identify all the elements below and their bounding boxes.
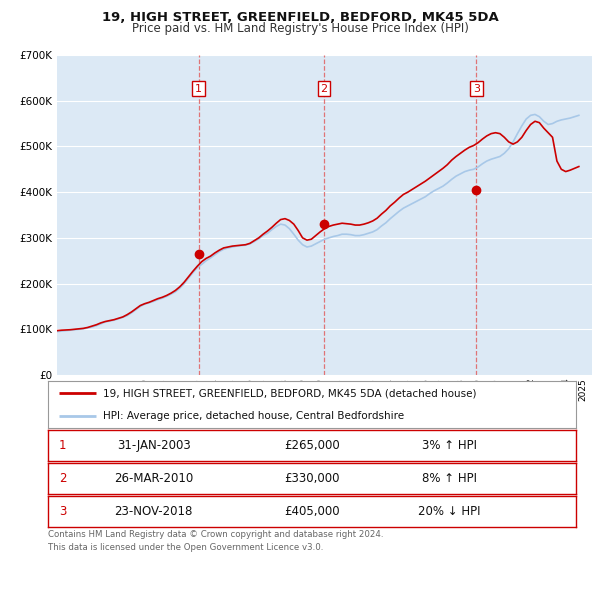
Text: Contains HM Land Registry data © Crown copyright and database right 2024.: Contains HM Land Registry data © Crown c… — [48, 530, 383, 539]
Text: 3: 3 — [473, 84, 480, 94]
Text: £265,000: £265,000 — [284, 439, 340, 452]
Text: 1: 1 — [195, 84, 202, 94]
Text: 2: 2 — [320, 84, 328, 94]
Text: 19, HIGH STREET, GREENFIELD, BEDFORD, MK45 5DA: 19, HIGH STREET, GREENFIELD, BEDFORD, MK… — [101, 11, 499, 24]
Text: £405,000: £405,000 — [284, 505, 340, 518]
Text: HPI: Average price, detached house, Central Bedfordshire: HPI: Average price, detached house, Cent… — [103, 411, 404, 421]
Text: Price paid vs. HM Land Registry's House Price Index (HPI): Price paid vs. HM Land Registry's House … — [131, 22, 469, 35]
Text: This data is licensed under the Open Government Licence v3.0.: This data is licensed under the Open Gov… — [48, 543, 323, 552]
Text: £330,000: £330,000 — [284, 472, 340, 485]
Text: 31-JAN-2003: 31-JAN-2003 — [117, 439, 190, 452]
Text: 3% ↑ HPI: 3% ↑ HPI — [422, 439, 477, 452]
Text: 23-NOV-2018: 23-NOV-2018 — [115, 505, 193, 518]
Text: 26-MAR-2010: 26-MAR-2010 — [114, 472, 193, 485]
Text: 8% ↑ HPI: 8% ↑ HPI — [422, 472, 477, 485]
Text: 2: 2 — [59, 472, 67, 485]
Text: 1: 1 — [59, 439, 67, 452]
Text: 20% ↓ HPI: 20% ↓ HPI — [418, 505, 481, 518]
Text: 19, HIGH STREET, GREENFIELD, BEDFORD, MK45 5DA (detached house): 19, HIGH STREET, GREENFIELD, BEDFORD, MK… — [103, 388, 477, 398]
Text: 3: 3 — [59, 505, 67, 518]
